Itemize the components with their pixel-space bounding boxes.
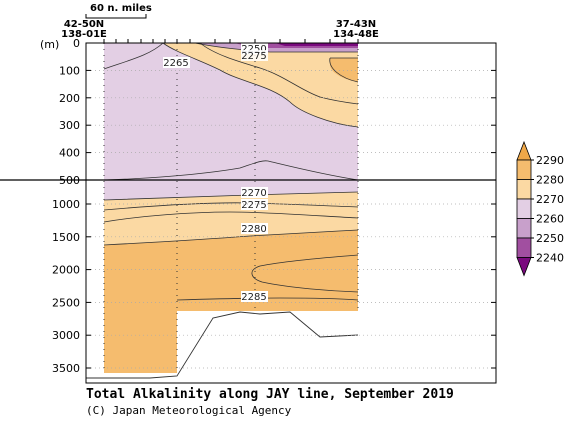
y-tick-label: 500 [59, 174, 80, 187]
contour-2285-lower [251, 254, 359, 293]
contour-2275-lower [103, 211, 359, 223]
contour-label-2275-top: 2275 [241, 51, 266, 62]
contour-label-2265: 2265 [163, 58, 188, 69]
y-tick-label: 300 [59, 119, 80, 132]
colorbar-segment [516, 237, 532, 258]
colorbar: 2240 2250 2260 2270 2280 2290 [516, 140, 564, 277]
colorbar-label: 2270 [536, 193, 564, 206]
contour-2270-upper [162, 42, 359, 128]
contour-label-2275: 2275 [241, 200, 266, 211]
colorbar-label: 2280 [536, 174, 564, 187]
station-start-lat: 42-50N [64, 19, 104, 30]
y-tick-label: 1500 [52, 231, 80, 244]
contour-2285b-lower [176, 297, 359, 301]
fill-2280-2290-lower [104, 230, 358, 373]
fill-2270-2280-upper [163, 43, 358, 127]
y-tick-label: 0 [73, 37, 80, 50]
fill-2260-2270-lower [104, 180, 358, 200]
fill-2280-2290-upper [330, 58, 358, 82]
y-tick-label: 3500 [52, 362, 80, 375]
colorbar-label: 2240 [536, 252, 564, 265]
colorbar-label: 2290 [536, 154, 564, 167]
y-tick-label: 2000 [52, 264, 80, 277]
seafloor-line [86, 311, 359, 379]
scale-bar [85, 14, 147, 19]
colorbar-label: 2260 [536, 213, 564, 226]
contour-labels: 2250 2275 2265 2270 2275 2280 2285 [163, 43, 268, 303]
gridlines [91, 70, 491, 369]
plot-frame [85, 42, 497, 384]
contour-2270-500m [103, 160, 359, 181]
contour-2280-upper [329, 57, 359, 83]
y-unit-label: (m) [40, 38, 59, 51]
colorbar-bottom-triangle [516, 257, 532, 277]
contour-2265-upper [103, 42, 164, 70]
y-axis: 0 100 200 300 400 500 1000 1500 2000 2500 3000 3500 [52, 37, 496, 375]
scale-label: 60 n. miles [90, 3, 152, 14]
contour-2250-upper [194, 42, 358, 53]
upper-panel [103, 42, 359, 181]
y-tick-label: 1000 [52, 198, 80, 211]
contour-label-2280: 2280 [241, 224, 266, 235]
lower-panel [86, 180, 359, 379]
y-tick-label: 200 [59, 92, 80, 105]
colorbar-segment [516, 159, 532, 180]
contour-label-2285: 2285 [241, 292, 266, 303]
colorbar-segment [516, 179, 532, 200]
top-ticks [103, 39, 359, 43]
y-tick-label: 3000 [52, 329, 80, 342]
colorbar-label: 2250 [536, 232, 564, 245]
fill-2270-band-500 [104, 165, 358, 180]
colorbar-top-triangle [516, 140, 532, 161]
contour-2275-upper [199, 42, 359, 105]
chart-title: Total Alkalinity along JAY line, Septemb… [86, 387, 454, 402]
y-tick-label: 100 [59, 64, 80, 77]
contour-2280-lower [103, 229, 359, 246]
station-end-lon: 134-48E [333, 29, 379, 40]
colorbar-segment [516, 198, 532, 219]
contour-label-2270: 2270 [241, 188, 266, 199]
contour-label-2250: 2250 [241, 44, 266, 55]
station-end-lat: 37-43N [336, 19, 376, 30]
chart-credit: (C) Japan Meteorological Agency [86, 404, 292, 417]
colorbar-segment [516, 218, 532, 239]
fill-below-2240-surface [275, 43, 358, 46]
y-tick-label: 400 [59, 147, 80, 160]
y-tick-label: 2500 [52, 296, 80, 309]
station-start-lon: 138-01E [61, 29, 107, 40]
